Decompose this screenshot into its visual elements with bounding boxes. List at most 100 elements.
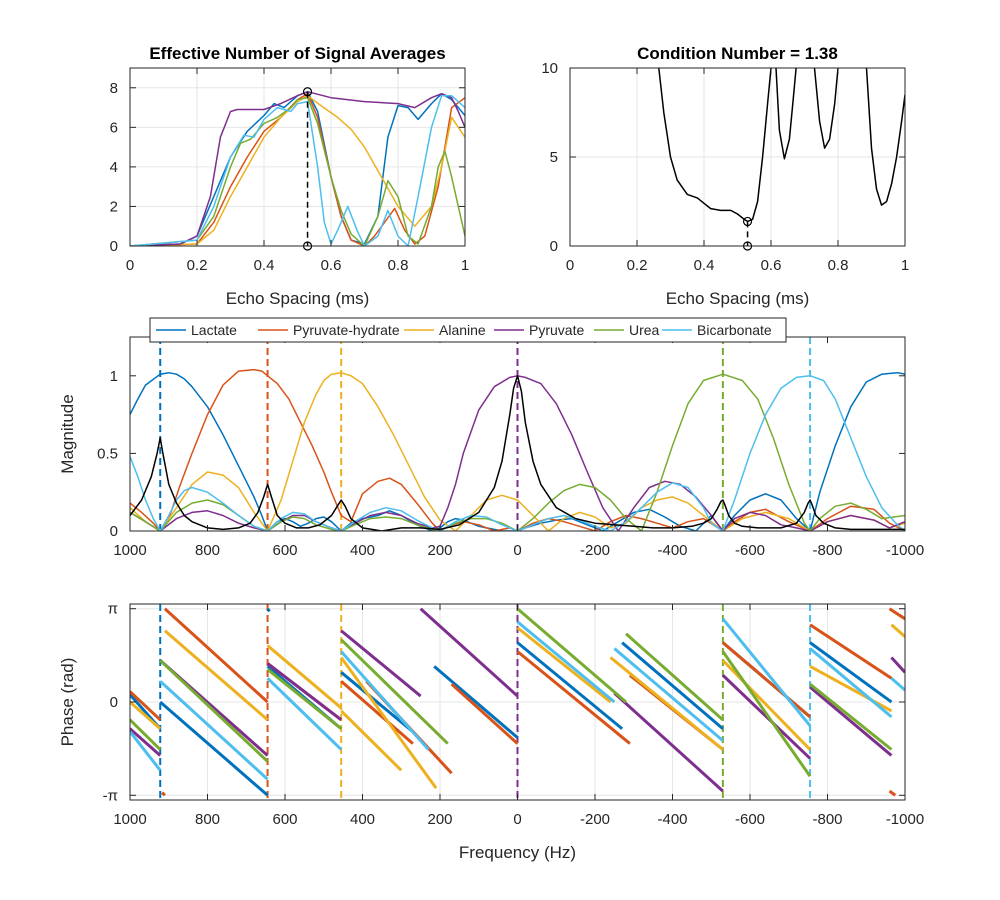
phase-segment	[419, 607, 519, 698]
x-tick-label: -1000	[886, 542, 924, 559]
series-line-urea	[130, 96, 465, 246]
phase-segment	[130, 727, 162, 757]
x-tick-label: 0.4	[694, 257, 715, 274]
x-tick-label: -200	[580, 811, 610, 828]
x-tick-label: 0.8	[828, 257, 849, 274]
y-tick-label: 2	[110, 198, 118, 215]
x-tick-label: 0.8	[388, 257, 409, 274]
phase-segment	[721, 674, 812, 760]
plot-content	[658, 68, 905, 223]
phase-segment	[888, 607, 905, 621]
phase-segment	[516, 620, 616, 704]
selected-point-marker	[302, 87, 313, 97]
chart-nsa: 0 0.2 0.4 0.6 0.8 1 0 2 4 6 8 Effective Number of S…	[110, 44, 470, 308]
phase-segment	[721, 617, 812, 727]
x-tick-label: 1	[901, 257, 909, 274]
phase-segment	[890, 623, 905, 638]
phase-segment	[130, 690, 162, 721]
x-tick-label: 0.4	[254, 257, 275, 274]
phase-segment	[130, 700, 162, 730]
phase-segment	[516, 607, 627, 704]
y-tick-label: 0	[110, 238, 118, 255]
series-line-alanine	[130, 94, 465, 246]
y-tick-label: 1	[110, 368, 118, 385]
legend-box	[149, 317, 787, 343]
phase-segment	[433, 665, 519, 739]
series-line-condition	[658, 68, 772, 223]
phase-segment	[340, 650, 430, 751]
legend-label-pyruvate: Pyruvate	[529, 322, 584, 338]
x-axis-label: Echo Spacing (ms)	[226, 289, 370, 308]
phase-segment	[450, 683, 519, 745]
y-tick-label: -π	[103, 787, 118, 804]
phase-segment	[340, 629, 422, 698]
x-tick-label: -800	[812, 811, 842, 828]
phase-segment	[721, 659, 812, 751]
phase-segment	[340, 709, 403, 772]
legend-label-urea: Urea	[629, 322, 660, 338]
phase-segment	[163, 607, 269, 704]
series-line-bicarbonate	[130, 375, 905, 531]
x-tick-label: -600	[735, 542, 765, 559]
phase-segment	[613, 691, 724, 793]
phase-segment	[721, 650, 812, 778]
phase-segment	[721, 641, 812, 718]
y-tick-label: π	[108, 601, 118, 618]
x-tick-label: 1000	[113, 811, 146, 828]
phase-segment	[809, 647, 893, 718]
phase-segment	[609, 656, 724, 751]
phase-segment	[266, 677, 343, 751]
series-line-condition-2	[775, 68, 797, 160]
series-line-pyruvate	[130, 375, 905, 531]
x-tick-label: 0	[566, 257, 574, 274]
x-tick-label: -1000	[886, 811, 924, 828]
phase-segment	[809, 623, 893, 680]
plot-content	[130, 604, 905, 800]
x-axis-label: Echo Spacing (ms)	[666, 289, 810, 308]
phase-segment	[159, 700, 269, 797]
selected-point-marker	[742, 216, 753, 227]
phase-segment	[888, 789, 897, 797]
y-axis-label: Magnitude	[58, 394, 77, 473]
x-tick-label: -200	[580, 542, 610, 559]
x-tick-label: 0.6	[761, 257, 782, 274]
phase-segment	[159, 659, 269, 763]
x-tick-label: 0	[126, 257, 134, 274]
x-tick-label: -600	[735, 811, 765, 828]
phase-segment	[516, 626, 612, 704]
x-axis-label: Frequency (Hz)	[459, 843, 576, 862]
y-tick-label: 0.5	[97, 445, 118, 462]
series-line-condition-3	[813, 68, 839, 149]
plot-content	[130, 337, 905, 531]
y-tick-label: 8	[110, 80, 118, 97]
x-tick-label: 400	[350, 542, 375, 559]
plot-area	[130, 68, 465, 246]
x-tick-label: 800	[195, 811, 220, 828]
legend-label-alanine: Alanine	[439, 322, 486, 338]
y-tick-label: 4	[110, 159, 118, 176]
phase-segment	[516, 641, 624, 730]
phase-segment	[809, 683, 893, 751]
x-tick-label: 200	[427, 542, 452, 559]
phase-segment	[516, 650, 631, 745]
phase-segment	[809, 686, 893, 757]
phase-segment	[266, 607, 271, 613]
x-tick-label: 0.2	[627, 257, 648, 274]
y-tick-label: 0	[550, 238, 558, 255]
series-line-sum	[130, 375, 905, 531]
axes-box	[129, 67, 466, 247]
x-tick-label: 1	[461, 257, 469, 274]
chart-phase: 1000 800 600 400 200 0 -200 -400 -600 -800 -1000 -π…	[58, 601, 924, 862]
y-tick-label: 0	[110, 694, 118, 711]
phase-segment	[340, 680, 414, 745]
phase-segment	[340, 671, 414, 733]
plot-area	[130, 337, 905, 531]
phase-segment	[159, 680, 269, 781]
y-tick-label: 0	[110, 523, 118, 540]
series-line-pyruvate-hydrate	[130, 92, 465, 246]
series-line-lactate	[130, 371, 905, 531]
x-tick-label: 1000	[113, 542, 146, 559]
phase-segment	[890, 677, 905, 692]
x-tick-label: 600	[272, 542, 297, 559]
